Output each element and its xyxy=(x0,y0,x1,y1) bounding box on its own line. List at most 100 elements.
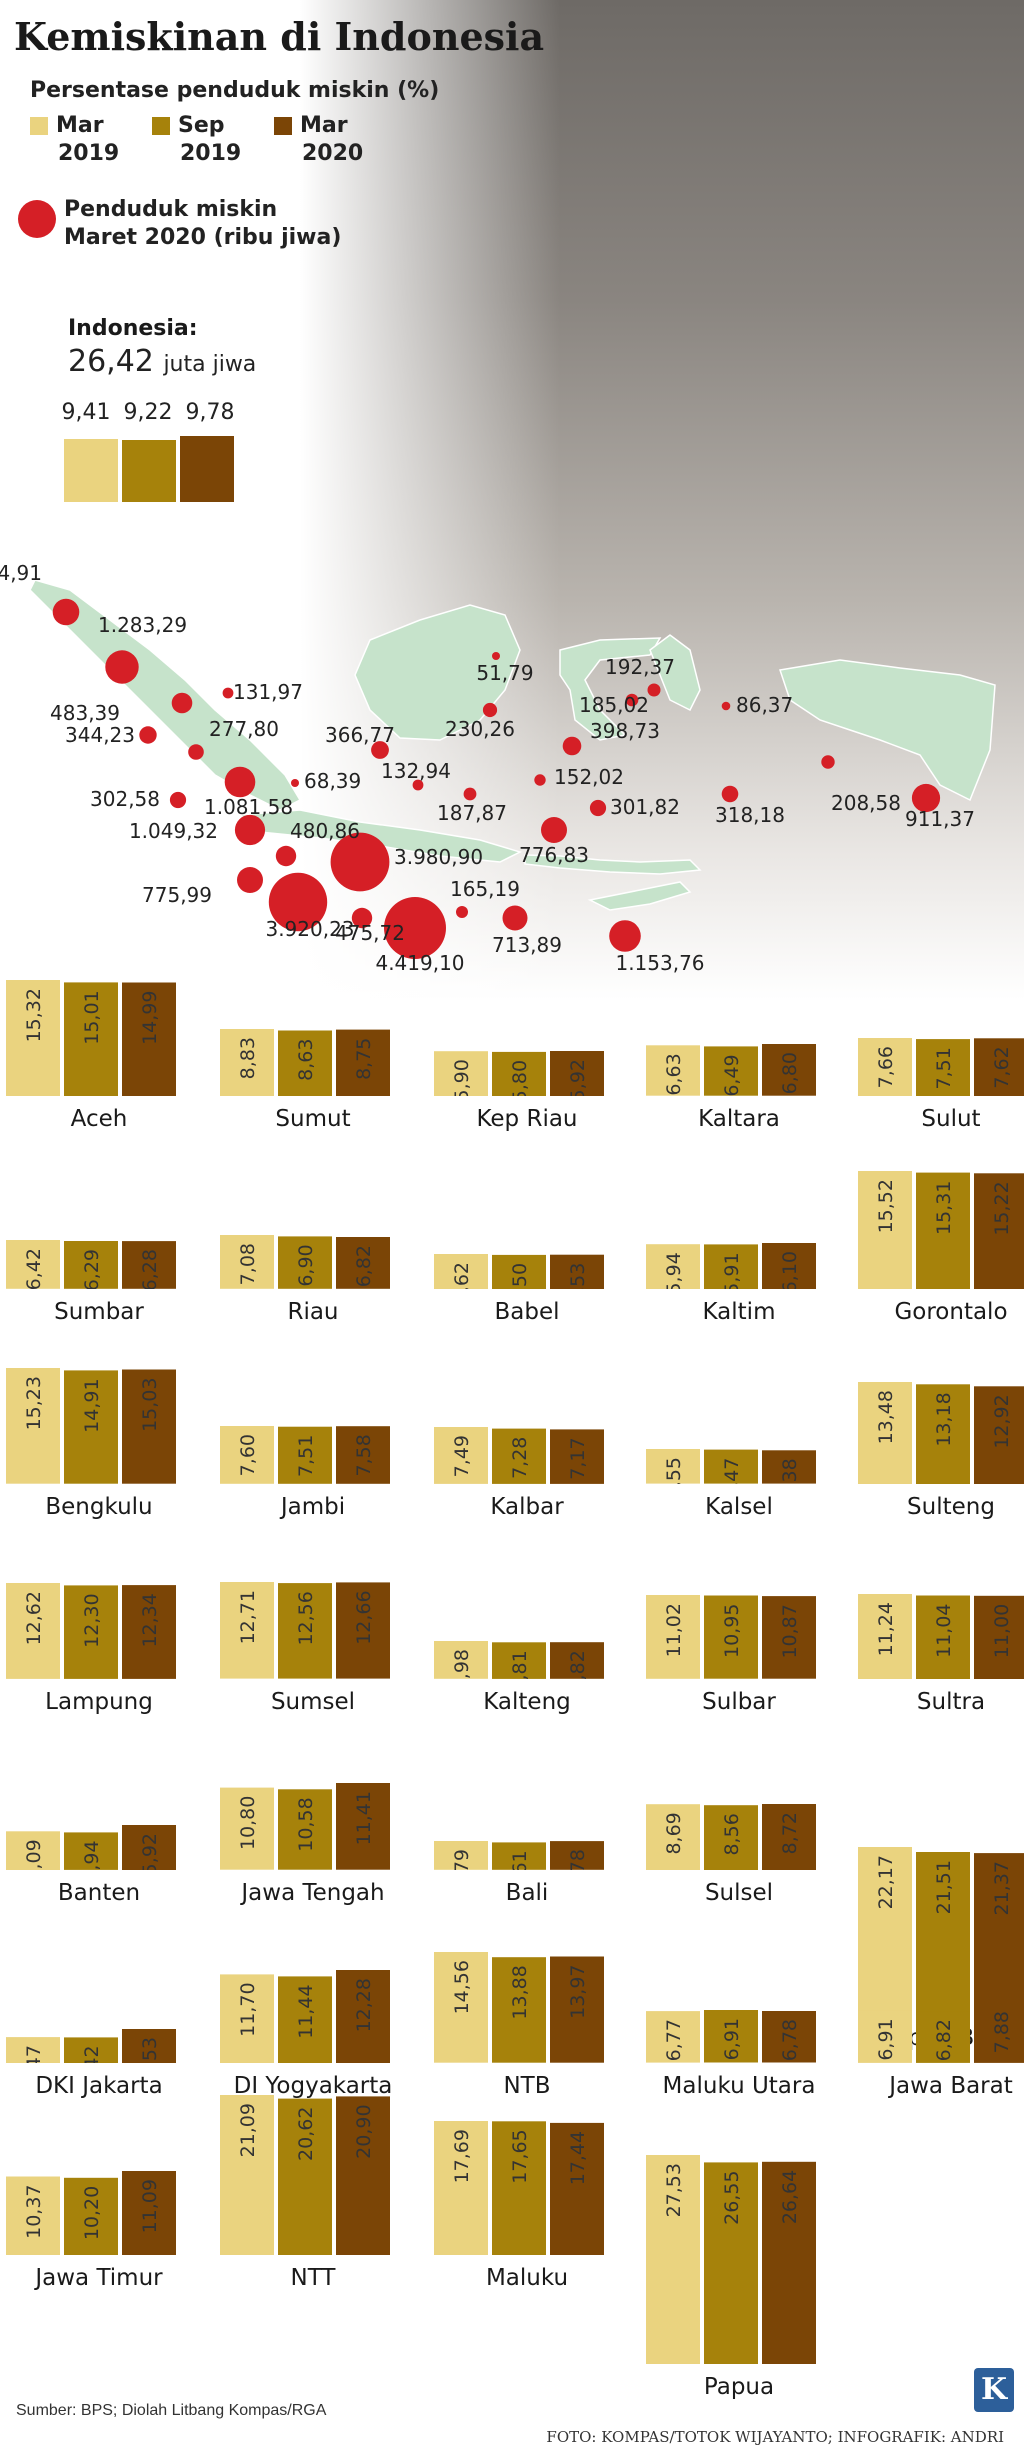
national-bar-label-mar-2019: 9,41 xyxy=(61,400,111,425)
province-bar xyxy=(646,1243,700,1289)
province-bar-label: 8,83 xyxy=(237,1037,259,1079)
province-bar xyxy=(336,2096,390,2255)
province-bar-label: 10,37 xyxy=(23,2184,45,2238)
province-bar-label: 7,51 xyxy=(295,1435,317,1477)
province-bar-label: 5,92 xyxy=(139,1833,161,1870)
province-bar xyxy=(704,1595,758,1679)
province-bar xyxy=(434,1641,488,1679)
map-dot-label: 775,99 xyxy=(142,883,212,907)
province-bar-label: 17,65 xyxy=(509,2129,531,2183)
province-bar-label: 10,20 xyxy=(81,2185,103,2239)
province-bar xyxy=(646,1045,700,1097)
province-bar xyxy=(974,1385,1024,1484)
map-dot-label: 1.153,76 xyxy=(615,951,704,975)
province-bar-label: 7,66 xyxy=(875,1046,897,1088)
map-dot xyxy=(492,652,500,660)
map-dot-label: 480,86 xyxy=(290,819,360,843)
sumatra-shape xyxy=(29,579,302,811)
legend-swatch xyxy=(30,117,48,135)
province-bar-label: 11,09 xyxy=(139,2179,161,2233)
province-bar xyxy=(762,2011,816,2063)
province-bar xyxy=(64,2177,118,2255)
province-bar-chart: 11,24 11,04 11,00 xyxy=(858,1593,1024,1679)
province-name: Kaltim xyxy=(702,1298,776,1325)
province-bar xyxy=(550,1254,604,1289)
province-bar-label: 5,91 xyxy=(721,1252,743,1289)
map-dot xyxy=(291,779,299,787)
province-bar-label: 5,09 xyxy=(23,1839,45,1870)
province-bar xyxy=(916,1172,970,1290)
province-bar xyxy=(64,2036,118,2063)
province-bar-chart: 22,17 21,51 21,37 xyxy=(858,1846,1024,2015)
map-dot-label: 713,89 xyxy=(492,933,562,957)
province-bar-chart: 15,52 15,31 15,22 xyxy=(858,1171,1024,1290)
national-total-value: 26,42 xyxy=(68,344,154,379)
province-bar xyxy=(916,1038,970,1096)
province-name: Jawa Timur xyxy=(35,2264,163,2291)
province-name: Kalsel xyxy=(705,1493,773,1520)
province-bar-label: 4,38 xyxy=(779,1459,801,1485)
national-total: 26,42 juta jiwa xyxy=(68,344,256,379)
province-bar-chart: 7,60 7,51 7,58 xyxy=(220,1426,390,1485)
province-bar-chart: 15,32 15,01 14,99 xyxy=(6,979,176,1096)
province-bar xyxy=(336,1582,390,1679)
legend-label-line1: Sep xyxy=(178,113,225,138)
province-bar-chart: 6,63 6,49 6,80 xyxy=(646,1044,816,1097)
province-bar-chart: 14,56 13,88 13,97 xyxy=(434,1952,604,2064)
province-bar-chart: 10,37 10,20 11,09 xyxy=(6,2170,176,2255)
national-bar-sep-2019 xyxy=(122,440,176,502)
province-name: DI Yogyakarta xyxy=(233,2072,393,2099)
province-bar xyxy=(122,1369,176,1484)
map-dot xyxy=(609,920,641,952)
legend-item-mar-2020: Mar 2020 xyxy=(274,112,363,168)
map-dot-label: 302,58 xyxy=(90,787,160,811)
province-bar-chart: 8,69 8,56 8,72 xyxy=(646,1803,816,1870)
province-bar xyxy=(122,982,176,1096)
province-bar-label: 15,32 xyxy=(23,988,45,1042)
province-bar-label: 12,30 xyxy=(81,1594,103,1648)
province-name: Gorontalo xyxy=(894,1298,1008,1325)
legend-item-sep-2019: Sep 2019 xyxy=(152,112,241,168)
province-bar-label: 8,56 xyxy=(721,1813,743,1855)
province-bar xyxy=(220,1582,274,1679)
province-bar xyxy=(64,1370,118,1484)
province-bar xyxy=(122,2170,176,2255)
map-dot-label: 86,37 xyxy=(736,693,793,717)
map-dot xyxy=(562,736,582,756)
province-bar xyxy=(974,1173,1024,1290)
province-bar xyxy=(336,1969,390,2063)
province-bar-label: 12,28 xyxy=(353,1978,375,2032)
source-note: Sumber: BPS; Diolah Litbang Kompas/RGA xyxy=(16,2402,327,2419)
province-bar-chart: 12,62 12,30 12,34 xyxy=(6,1583,176,1679)
map-dot xyxy=(541,817,567,843)
province-bar-chart: 4,98 4,81 4,82 xyxy=(434,1641,604,1679)
province-bar-label: 6,63 xyxy=(663,1054,685,1096)
province-bar-label: 4,50 xyxy=(509,1263,531,1289)
legend-label-line2: 2020 xyxy=(302,141,364,166)
map-dot xyxy=(268,872,328,932)
province-bar-label: 6,82 xyxy=(353,1245,375,1287)
province-bar-label: 14,91 xyxy=(81,1379,103,1433)
legend-label-line1: Mar xyxy=(56,113,104,138)
map-dot xyxy=(502,905,528,931)
province-bar-label: 11,70 xyxy=(237,1982,259,2036)
province-bar-label: 11,00 xyxy=(991,1603,1013,1657)
province-bar-chart: 4,62 4,50 4,53 xyxy=(434,1253,604,1289)
province-name: DKI Jakarta xyxy=(35,2072,163,2099)
province-bar xyxy=(858,1381,912,1484)
poor-population-legend-text: Penduduk miskin Maret 2020 (ribu jiwa) xyxy=(64,196,404,252)
province-bar-chart: 6,42 6,29 6,28 xyxy=(6,1240,176,1289)
province-name: Sumsel xyxy=(270,1688,356,1715)
map-dot xyxy=(351,907,373,929)
province-bar xyxy=(916,1595,970,1679)
province-bar-label: 6,77 xyxy=(663,2020,685,2062)
province-bar xyxy=(704,1046,758,1097)
maluku-shape xyxy=(649,634,701,712)
province-bar xyxy=(858,2010,912,2064)
dot-legend-line1: Penduduk miskin xyxy=(64,197,278,222)
map-dot-label: 68,39 xyxy=(304,769,361,793)
map-dot-label: 277,80 xyxy=(209,717,279,741)
province-bar xyxy=(434,2120,488,2255)
province-bar-label: 17,69 xyxy=(451,2129,473,2183)
province-name: Bengkulu xyxy=(45,1493,153,1520)
